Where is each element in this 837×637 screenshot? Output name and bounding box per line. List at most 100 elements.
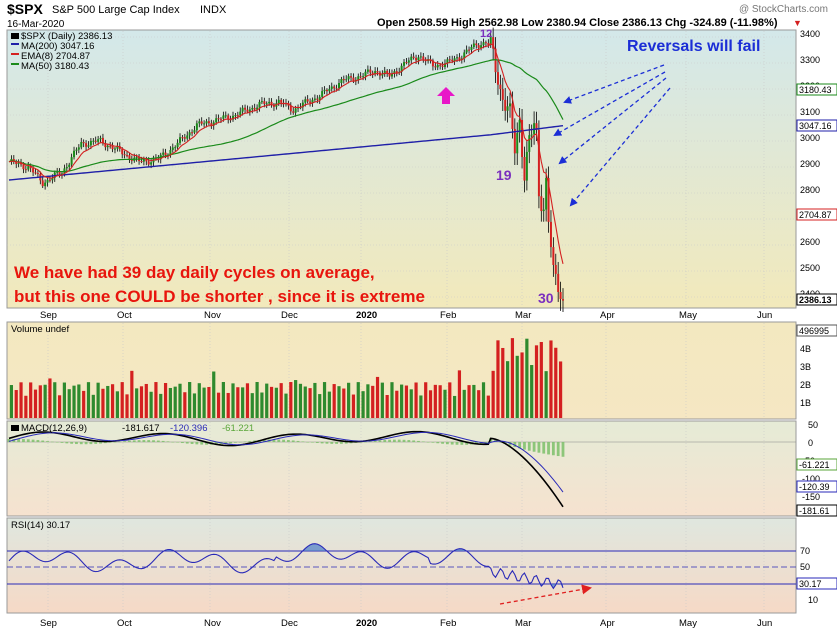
macd-hist-bar: [84, 442, 88, 445]
chart-symbol: $SPX: [7, 1, 43, 17]
volume-bar: [33, 389, 38, 418]
macd-hist-bar: [282, 439, 285, 442]
macd-hist-bar: [325, 442, 329, 444]
macd-tick: 0: [808, 438, 813, 448]
volume-bar: [279, 383, 283, 418]
volume-bar: [202, 387, 206, 418]
x-label: 2020: [356, 310, 377, 321]
volume-bar: [29, 382, 33, 418]
volume-bar: [351, 394, 356, 418]
volume-bar: [192, 393, 197, 418]
macd-hist-bar: [523, 442, 526, 450]
macd-hist-bar: [224, 442, 228, 444]
candle-body: [369, 69, 372, 73]
volume-bar: [361, 391, 365, 418]
candle-body: [412, 56, 415, 58]
tag-ma200: 3047.16: [799, 121, 832, 131]
volume-bar: [260, 392, 264, 418]
macd-hist-bar: [229, 442, 232, 444]
volume-bar: [385, 394, 389, 418]
candle-body: [446, 59, 449, 64]
candle-body: [109, 145, 112, 147]
macd-hist-bar: [65, 442, 69, 444]
candle-body: [371, 72, 374, 74]
candle-body: [77, 147, 80, 150]
candle-body: [492, 37, 495, 49]
x-label: Apr: [600, 618, 615, 629]
chart-exchange: INDX: [200, 4, 227, 16]
candle-body: [68, 164, 71, 167]
legend-swatch-spx: [11, 33, 19, 39]
candle-body: [419, 56, 422, 58]
candle-body: [92, 140, 95, 142]
volume-tick: 1B: [800, 398, 811, 408]
chart-date: 16-Mar-2020: [7, 19, 65, 30]
volume-bar: [462, 389, 466, 418]
rsi-tick: 50: [800, 562, 810, 572]
candle-body: [241, 107, 244, 112]
candle-body: [82, 142, 85, 144]
candle-body: [212, 122, 215, 126]
candle-body: [222, 115, 225, 119]
volume-bar: [125, 394, 129, 418]
reversal-arrow-1: [563, 64, 665, 104]
volume-bar: [400, 384, 404, 418]
macd-hist-bar: [36, 440, 40, 442]
volume-bar: [424, 382, 428, 418]
reversal-arrows: [553, 64, 671, 207]
reversal-arrow-2: [553, 71, 666, 136]
candle-body: [186, 135, 189, 139]
macd-hist-bar: [142, 440, 146, 442]
candle-body: [145, 159, 148, 162]
volume-bar: [534, 345, 539, 418]
reversal-arrow-4: [569, 87, 671, 207]
macd-hist-bar: [22, 439, 25, 442]
candle-body: [126, 155, 129, 157]
candle-body: [359, 76, 362, 78]
candle-body: [56, 171, 59, 173]
macd-hist-bar: [70, 442, 74, 444]
volume-bar: [318, 394, 322, 418]
volume-bar: [428, 390, 433, 418]
cycle-label-12: 12: [480, 28, 492, 40]
macd-hist-bar: [508, 442, 512, 446]
macd-hist-bar: [287, 440, 290, 442]
macd-hist-bar: [79, 442, 83, 445]
candle-body: [219, 118, 222, 120]
volume-bar: [14, 390, 18, 418]
candle-body: [294, 108, 297, 113]
macd-hist-bar: [441, 442, 444, 444]
x-label: 2020: [356, 618, 377, 629]
macd-hist-bar: [190, 442, 194, 444]
candle-body: [521, 119, 524, 157]
candle-body: [121, 148, 124, 155]
volume-bar: [486, 395, 490, 418]
candle-body: [431, 60, 434, 67]
candle-body: [523, 156, 526, 181]
candle-body: [340, 78, 343, 84]
candle-body: [465, 49, 468, 53]
volume-bar: [82, 390, 86, 418]
candle-body: [239, 111, 242, 116]
price-tick: 3100: [800, 107, 820, 117]
candle-body: [381, 74, 384, 76]
macd-hist-bar: [50, 441, 54, 443]
candle-body: [463, 52, 466, 59]
macd-tag-signal-box: [796, 480, 837, 493]
rsi-panel: [6, 517, 797, 614]
reversal-arrow-3: [558, 77, 667, 165]
candle-body: [530, 134, 533, 136]
volume-bar: [554, 347, 558, 418]
candle-body: [482, 42, 485, 46]
volume-bar: [43, 384, 47, 418]
candle-body: [400, 65, 403, 72]
candle-body: [253, 107, 256, 110]
tag-ma50: 3180.43: [799, 85, 832, 95]
macd-hist-bar: [349, 442, 353, 444]
macd-hist-bar: [238, 442, 242, 443]
price-panel: [6, 29, 797, 309]
macd-hist-bar: [513, 442, 517, 448]
candle-body: [34, 172, 37, 174]
volume-bar: [539, 341, 543, 418]
